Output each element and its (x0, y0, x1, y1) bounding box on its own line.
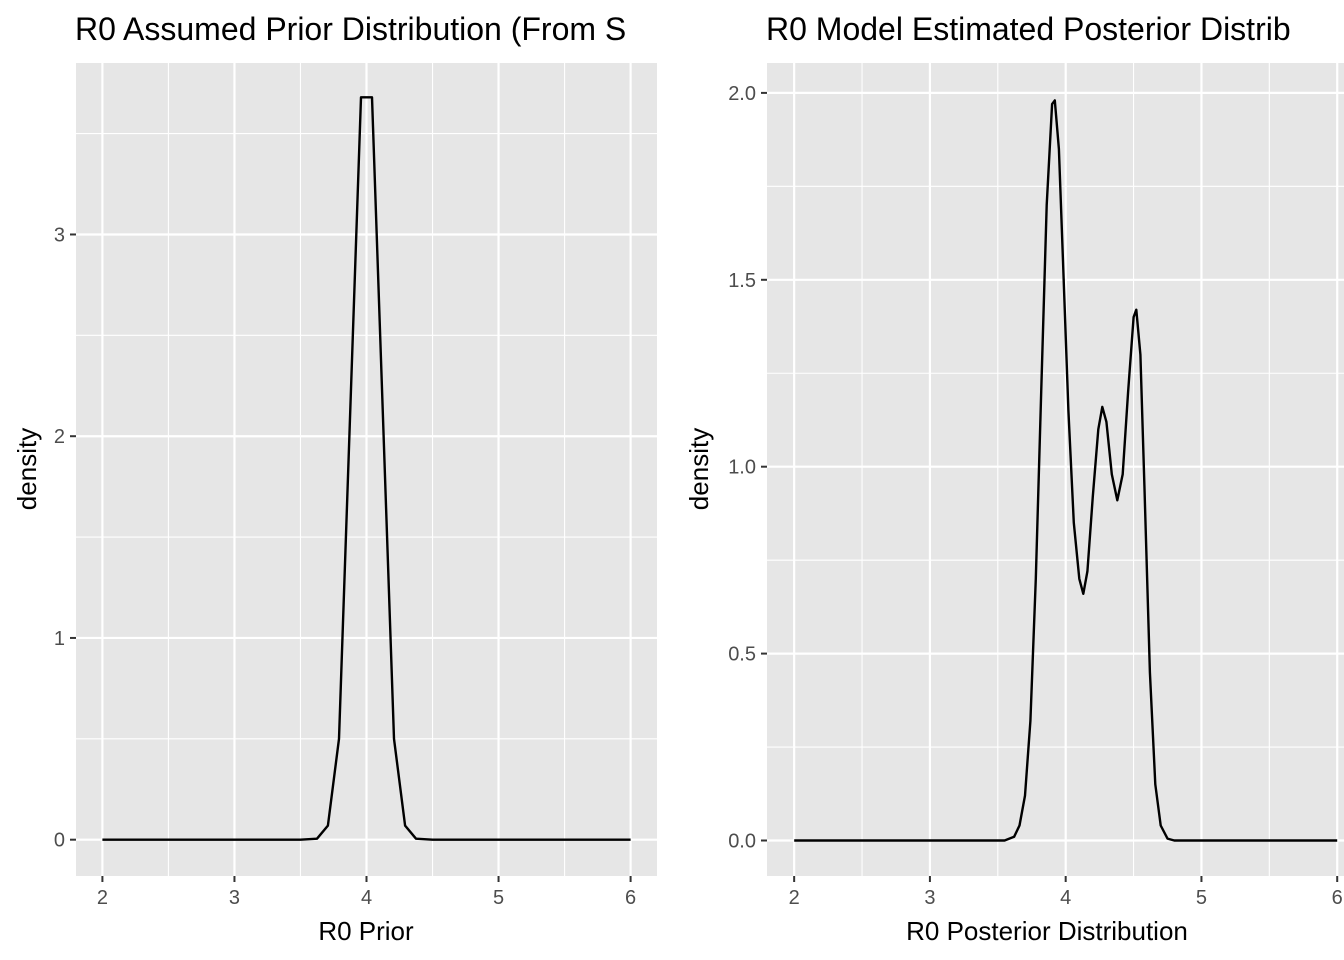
prior-panel-title: R0 Assumed Prior Distribution (From S (75, 11, 626, 47)
prior-y-axis-label: density (12, 428, 42, 510)
posterior-y-tick-label: 0.0 (728, 830, 756, 852)
prior-y-tick-label: 1 (54, 628, 65, 650)
posterior-y-axis-label: density (684, 428, 714, 510)
posterior-y-tick-label: 0.5 (728, 644, 756, 666)
posterior-plot-background (767, 63, 1344, 876)
prior-x-tick-label: 6 (625, 887, 636, 909)
posterior-x-tick-label: 5 (1196, 887, 1207, 909)
posterior-y-tick-label: 2.0 (728, 83, 756, 105)
prior-y-tick-label: 3 (54, 224, 65, 246)
prior-x-tick-label: 5 (493, 887, 504, 909)
posterior-density-line (794, 99, 1338, 842)
prior-x-tick-label: 2 (97, 887, 108, 909)
posterior-x-axis-label: R0 Posterior Distribution (906, 916, 1188, 946)
posterior-x-tick-label: 3 (924, 887, 935, 909)
posterior-panel-title: R0 Model Estimated Posterior Distrib (766, 11, 1291, 47)
posterior-x-tick-label: 6 (1332, 887, 1343, 909)
prior-x-axis-label: R0 Prior (318, 916, 414, 946)
prior-density-line (102, 96, 631, 841)
prior-y-tick-label: 0 (54, 830, 65, 852)
posterior-x-tick-label: 2 (789, 887, 800, 909)
posterior-x-tick-label: 4 (1060, 887, 1071, 909)
posterior-y-tick-label: 1.5 (728, 270, 756, 292)
posterior-panel: 2 3 4 5 6 0.0 0.5 1.0 1.5 2.0 R0 Model Estimated … (684, 11, 1344, 946)
prior-panel: 2 3 4 5 6 0 1 2 3 R0 Assumed Prior Distribution … (12, 11, 657, 946)
prior-x-tick-label: 3 (229, 887, 240, 909)
prior-y-tick-label: 2 (54, 426, 65, 448)
prior-x-tick-label: 4 (361, 887, 372, 909)
posterior-y-tick-label: 1.0 (728, 457, 756, 479)
